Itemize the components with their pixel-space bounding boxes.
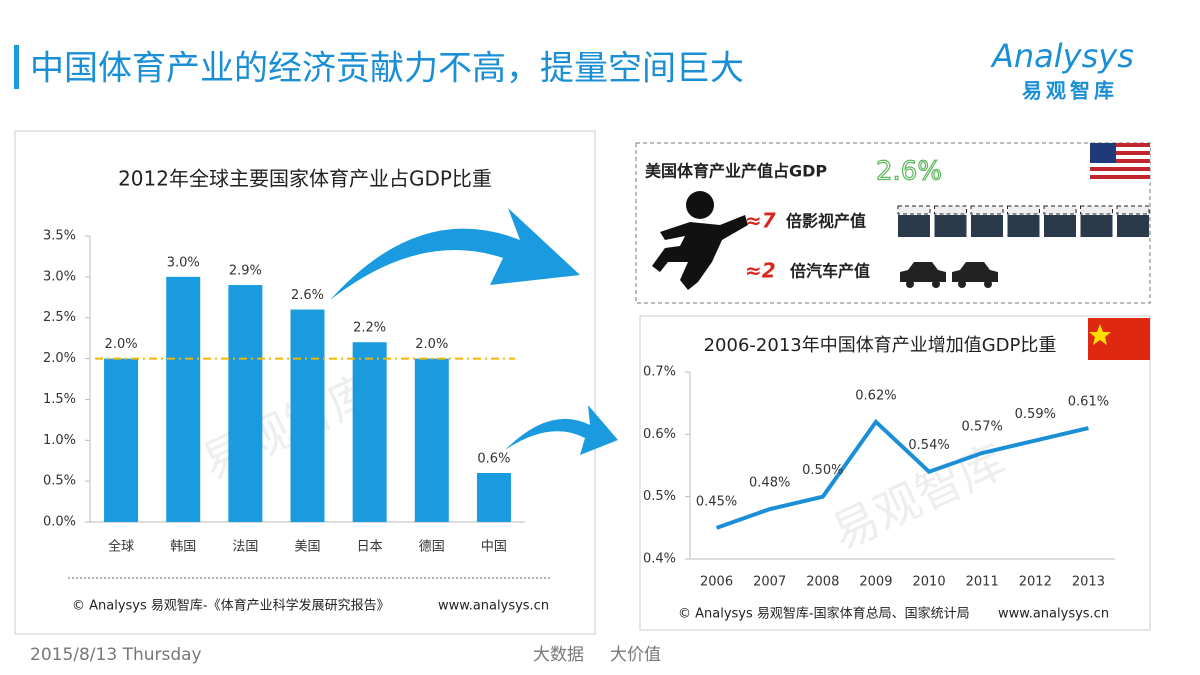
clapboard	[971, 215, 1003, 237]
clapboard	[934, 215, 967, 237]
wheel	[906, 280, 914, 288]
x-tick-label: 全球	[108, 539, 134, 555]
footer-slogan: 大数据	[533, 645, 584, 665]
arrow	[505, 405, 618, 455]
clapboard-top	[897, 205, 931, 215]
logo-sub: 易观智库	[1022, 79, 1118, 103]
x-tick-label: 2008	[806, 575, 839, 590]
china-flag	[1088, 318, 1150, 360]
x-tick-label: 2012	[1019, 575, 1052, 590]
x-tick-label: 日本	[357, 540, 383, 555]
runner-icon	[652, 191, 748, 290]
y-tick-label: 3.0%	[43, 269, 76, 284]
value-label: 2.9%	[229, 264, 262, 279]
bar	[290, 309, 325, 522]
value-label: 3.0%	[167, 255, 200, 270]
callout-value: 2.6%	[876, 157, 942, 187]
y-tick-label: 1.5%	[43, 392, 76, 407]
callout-text: 美国体育产业产值占GDP	[645, 162, 827, 181]
clapboard	[898, 215, 930, 237]
x-tick-label: 中国	[481, 540, 507, 555]
clapboard-top	[934, 205, 967, 215]
value-label: 0.48%	[749, 476, 790, 491]
clapboard	[1117, 215, 1149, 237]
line-panel	[639, 315, 1151, 631]
chart-title: 2006-2013年中国体育产业增加值GDP比重	[704, 335, 1057, 356]
value-label: 0.61%	[1068, 395, 1109, 410]
value-label: 0.50%	[802, 463, 843, 478]
value-label: 0.62%	[855, 388, 896, 403]
x-tick-label: 美国	[294, 540, 320, 555]
clapboard	[1044, 215, 1076, 237]
item-text: 倍影视产值	[786, 212, 866, 231]
clapboard-top	[1007, 205, 1040, 215]
value-label: 0.57%	[962, 420, 1003, 435]
bar	[476, 472, 511, 522]
source: © Analysys 易观智库-《体育产业科学发展研究报告》	[72, 598, 390, 614]
callout-box	[635, 142, 1151, 304]
y-tick-label: 1.0%	[43, 433, 76, 448]
multiple: ≈2	[745, 259, 776, 283]
wheel	[958, 280, 966, 288]
bar	[104, 358, 139, 522]
website: www.analysys.cn	[998, 607, 1109, 622]
x-tick-label: 2006	[700, 575, 733, 590]
y-tick-label: 0.4%	[643, 552, 676, 567]
wheel	[984, 280, 992, 288]
x-tick-label: 2009	[859, 575, 892, 590]
bar	[352, 342, 387, 522]
clapboard-top	[970, 205, 1004, 215]
x-tick-label: 韩国	[170, 540, 196, 555]
footer-slogan: 大价值	[610, 645, 661, 665]
value-label: 0.45%	[696, 494, 737, 509]
x-tick-label: 法国	[232, 540, 258, 555]
bar	[414, 358, 449, 522]
x-tick-label: 2010	[913, 575, 946, 590]
clapboard-top	[1116, 205, 1150, 215]
icons	[897, 205, 1150, 288]
y-tick-label: 0.7%	[643, 365, 676, 380]
value-label: 2.2%	[353, 321, 386, 336]
bar	[228, 285, 263, 522]
y-tick-label: 3.5%	[43, 229, 76, 244]
clapboard	[1080, 215, 1113, 237]
value-label: 2.0%	[415, 337, 448, 352]
y-tick-label: 0.6%	[643, 427, 676, 442]
value-label: 0.54%	[908, 438, 949, 453]
slide-title: 中国体育产业的经济贡献力不高，提量空间巨大	[30, 49, 744, 89]
title-bar	[14, 45, 19, 89]
bar	[166, 276, 201, 522]
value-label: 2.0%	[105, 337, 138, 352]
value-label: 2.6%	[291, 288, 324, 303]
logo: Analysys	[990, 37, 1134, 75]
arrow	[330, 208, 580, 300]
source: © Analysys 易观智库-国家体育总局、国家统计局	[678, 606, 970, 622]
x-tick-label: 2007	[753, 575, 786, 590]
y-tick-label: 2.0%	[43, 351, 76, 366]
value-label: 0.59%	[1015, 407, 1056, 422]
y-tick-label: 0.0%	[43, 515, 76, 530]
value-label: 0.6%	[477, 451, 510, 466]
x-tick-label: 德国	[419, 540, 445, 555]
item-text: 倍汽车产值	[790, 262, 870, 281]
clapboard	[1007, 215, 1040, 237]
clapboard-top	[1043, 205, 1077, 215]
chart-title: 2012年全球主要国家体育产业占GDP比重	[118, 167, 492, 191]
website: www.analysys.cn	[438, 599, 549, 614]
line	[715, 418, 1089, 530]
y-tick-label: 0.5%	[43, 474, 76, 489]
y-tick-label: 2.5%	[43, 310, 76, 325]
car	[952, 262, 998, 282]
multiple: ≈7	[745, 209, 776, 233]
us-flag	[1090, 143, 1150, 183]
y-tick-label: 0.5%	[643, 489, 676, 504]
car	[900, 262, 946, 282]
footer-date: 2015/8/13 Thursday	[30, 645, 202, 665]
x-tick-label: 2011	[966, 575, 999, 590]
clapboard-top	[1080, 205, 1113, 215]
x-tick-label: 2013	[1072, 575, 1105, 590]
wheel	[932, 280, 940, 288]
